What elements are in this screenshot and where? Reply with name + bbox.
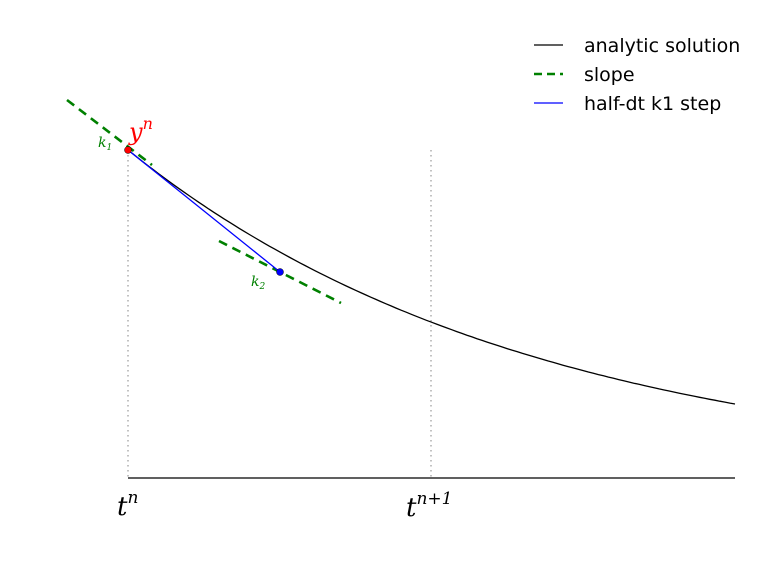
point-midpoint bbox=[276, 268, 284, 276]
legend-item-analytic: analytic solution bbox=[534, 35, 740, 57]
label-yn-sup: n bbox=[143, 114, 153, 133]
legend-label-slope: slope bbox=[584, 64, 635, 86]
point-yn bbox=[124, 146, 132, 154]
label-yn: yn bbox=[128, 114, 153, 146]
label-tn: tn bbox=[117, 488, 138, 522]
legend: analytic solution slope half-dt k1 step bbox=[534, 35, 740, 115]
label-tn1: tn+1 bbox=[406, 489, 452, 523]
label-k1-base: k bbox=[98, 135, 106, 151]
label-k1-sub: 1 bbox=[106, 143, 112, 153]
label-tn-base: t bbox=[117, 492, 128, 522]
label-k2-sub: 2 bbox=[258, 282, 265, 292]
legend-label-analytic: analytic solution bbox=[584, 35, 740, 57]
half-step-line bbox=[127, 149, 281, 273]
analytic-solution-curve bbox=[127, 149, 736, 405]
legend-item-slope: slope bbox=[534, 64, 635, 86]
label-k2-base: k bbox=[251, 274, 259, 290]
label-tn-sup: n bbox=[127, 488, 138, 508]
label-k2: k2 bbox=[251, 274, 265, 292]
slope-k1-line bbox=[66, 98, 153, 167]
label-k1: k1 bbox=[98, 135, 112, 153]
legend-label-half-step: half-dt k1 step bbox=[584, 93, 721, 115]
label-tn1-sup: n+1 bbox=[416, 489, 452, 509]
legend-item-half-step: half-dt k1 step bbox=[534, 93, 721, 115]
label-tn1-base: t bbox=[406, 493, 417, 523]
label-yn-base: y bbox=[128, 118, 143, 146]
